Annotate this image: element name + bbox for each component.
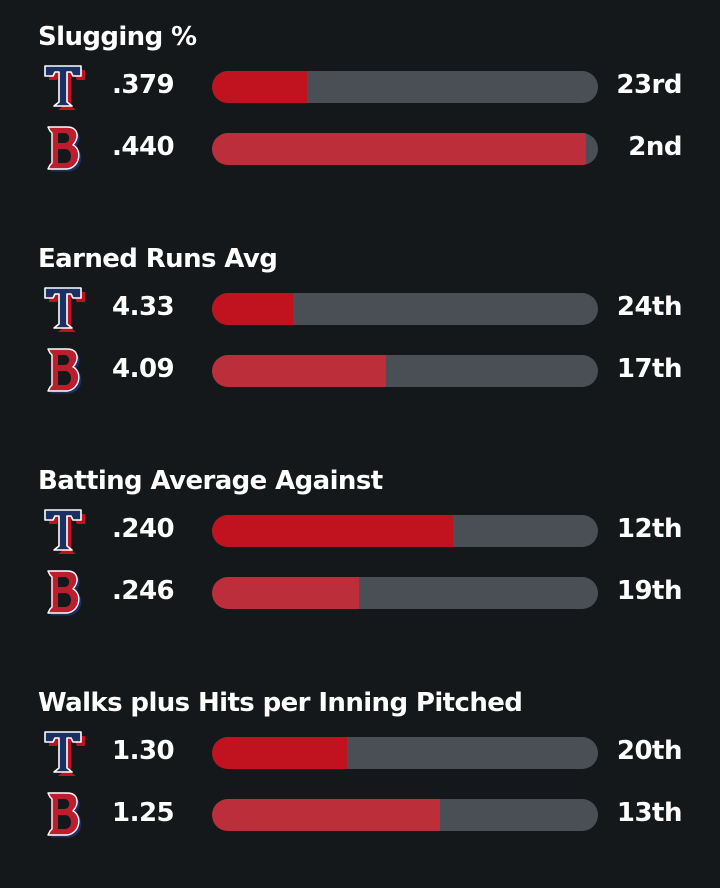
stat-section: Batting Average Against .240 12th .246 19th (0, 444, 720, 654)
bar-track (212, 737, 598, 769)
rank-label: 12th (616, 514, 683, 544)
team-row-rangers: 1.30 20th (0, 728, 720, 778)
stat-value-label: .246 (112, 576, 175, 606)
stat-value-label: 1.25 (112, 798, 175, 828)
team-row-rangers: .379 23rd (0, 62, 720, 112)
bar-fill-redsox (212, 577, 359, 609)
bar-fill-rangers (212, 515, 453, 547)
rank-label: 17th (616, 354, 683, 384)
bar-fill-rangers (212, 293, 293, 325)
bar-track (212, 71, 598, 103)
stat-value-label: 4.33 (112, 292, 175, 322)
team-row-redsox: .440 2nd (0, 124, 720, 174)
red-sox-b-logo-icon (41, 346, 87, 396)
rangers-t-logo-icon (41, 62, 87, 112)
bar-track (212, 355, 598, 387)
rank-label: 20th (616, 736, 683, 766)
stat-value-label: 4.09 (112, 354, 175, 384)
bar-fill-redsox (212, 355, 386, 387)
stat-value-label: .240 (112, 514, 175, 544)
bar-fill-rangers (212, 737, 347, 769)
stat-title: Walks plus Hits per Inning Pitched (38, 688, 523, 718)
team-row-redsox: 1.25 13th (0, 790, 720, 840)
stat-title: Batting Average Against (38, 466, 383, 496)
rank-label: 24th (616, 292, 683, 322)
bar-track (212, 799, 598, 831)
red-sox-b-logo-icon (41, 568, 87, 618)
red-sox-b-logo-icon (41, 790, 87, 840)
rangers-t-logo-icon (41, 728, 87, 778)
team-row-rangers: .240 12th (0, 506, 720, 556)
rank-label: 23rd (616, 70, 682, 100)
stat-value-label: 1.30 (112, 736, 175, 766)
bar-fill-redsox (212, 799, 440, 831)
stat-value-label: .379 (112, 70, 175, 100)
stat-section: Slugging % .379 23rd .440 2nd (0, 0, 720, 210)
bar-fill-rangers (212, 71, 307, 103)
rank-label: 2nd (628, 132, 682, 162)
rank-label: 13th (616, 798, 683, 828)
stat-section: Walks plus Hits per Inning Pitched 1.30 20… (0, 666, 720, 876)
stat-title: Slugging % (38, 22, 197, 52)
stat-value-label: .440 (112, 132, 175, 162)
rank-label: 19th (616, 576, 683, 606)
bar-track (212, 133, 598, 165)
rangers-t-logo-icon (41, 506, 87, 556)
bar-track (212, 293, 598, 325)
team-row-redsox: .246 19th (0, 568, 720, 618)
bar-track (212, 577, 598, 609)
stat-section: Earned Runs Avg 4.33 24th 4.09 17th (0, 222, 720, 432)
bar-track (212, 515, 598, 547)
rangers-t-logo-icon (41, 284, 87, 334)
bar-fill-redsox (212, 133, 586, 165)
stat-title: Earned Runs Avg (38, 244, 278, 274)
red-sox-b-logo-icon (41, 124, 87, 174)
team-row-rangers: 4.33 24th (0, 284, 720, 334)
team-row-redsox: 4.09 17th (0, 346, 720, 396)
